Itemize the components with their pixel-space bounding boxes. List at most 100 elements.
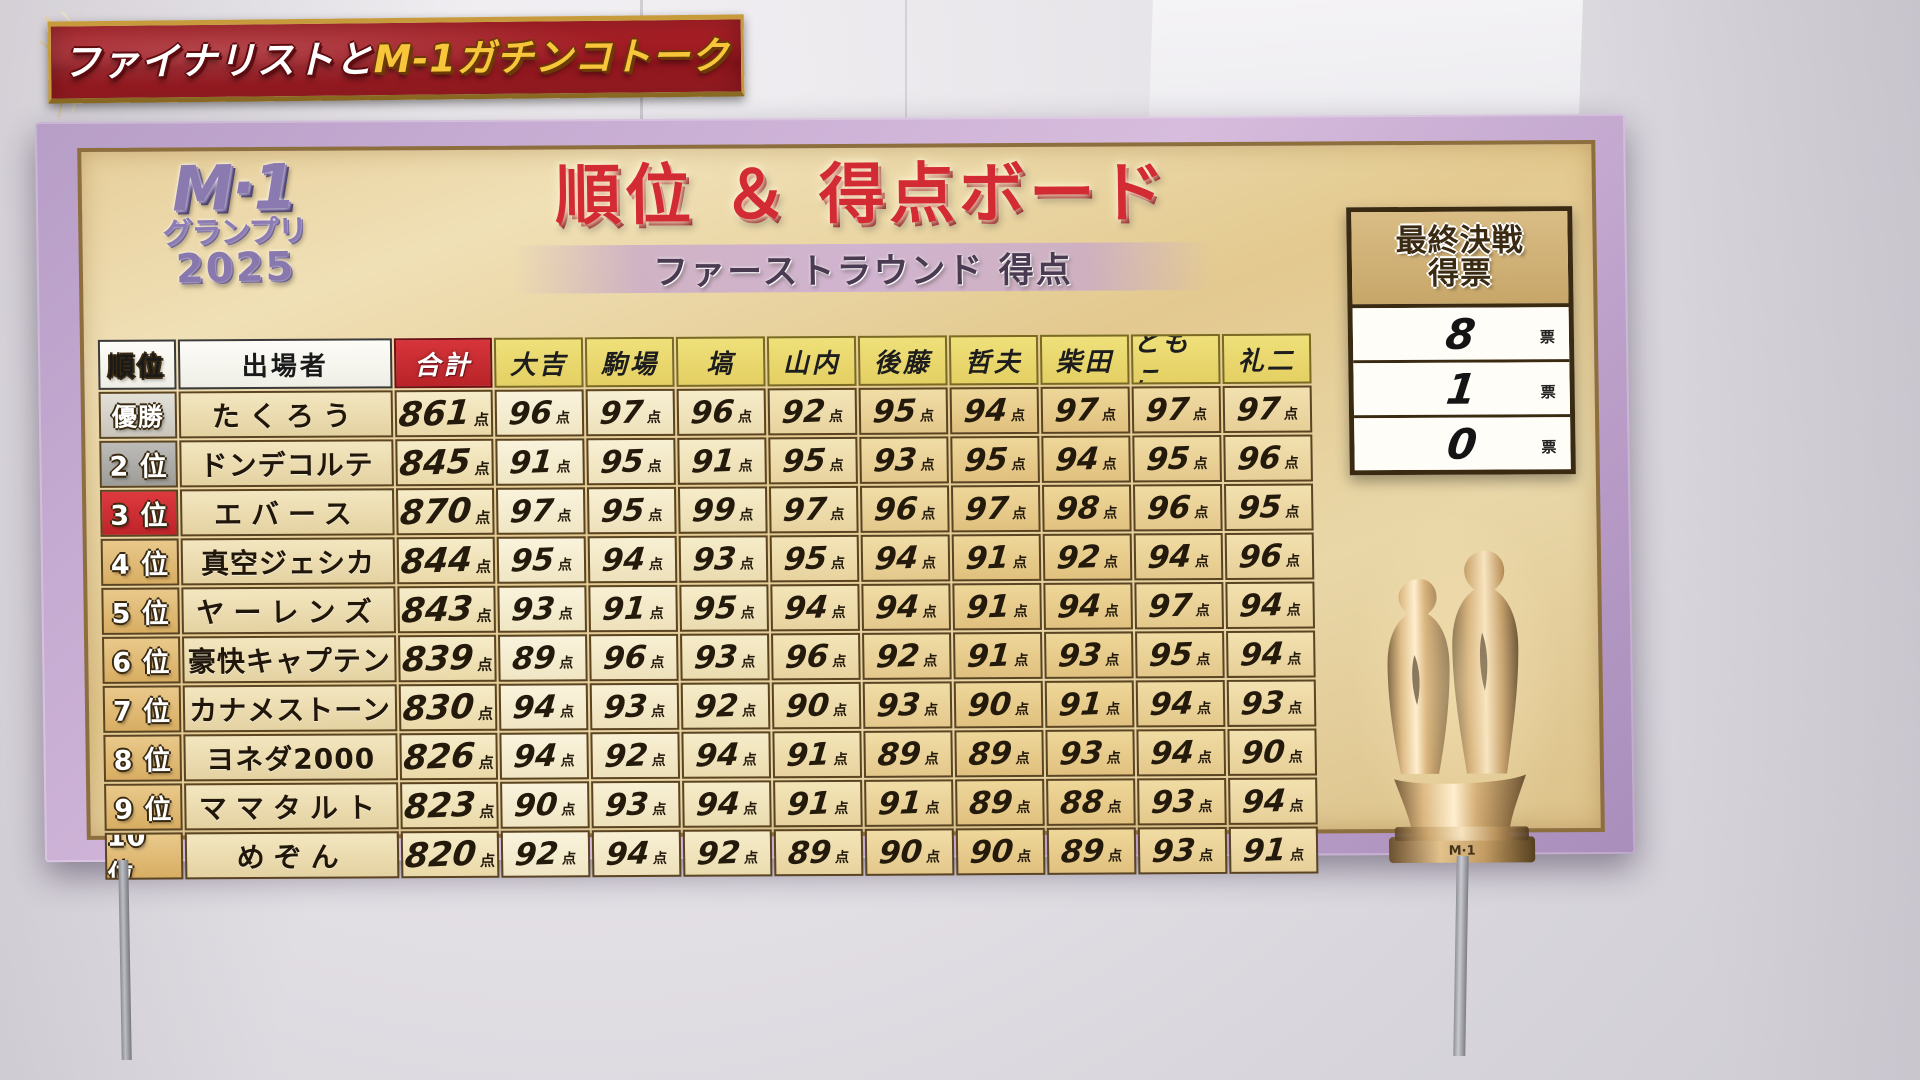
table-row: 5 位ヤーレンズ 843 点 93 点 91 点 95 点 94 点 94 点 91 点 94 点 97 点 94 点 [101,581,1338,635]
cell-judge-score: 89 点 [1046,827,1137,875]
final-vote-header: 最終決戦 得票 [1351,211,1569,309]
cell-judge-score: 95 点 [1132,434,1222,483]
final-vote-title-line2: 得票 [1427,255,1493,292]
cell-judge-score: 94 点 [499,732,590,780]
cell-judge-score: 94 点 [1228,777,1318,825]
trophy-image: M·1 [1340,516,1576,888]
cell-judge-score: 93 点 [497,585,587,633]
cell-judge-score: 90 点 [955,827,1046,876]
cell-judge-score: 91 点 [952,582,1043,631]
cell-rank: 優勝 [98,391,178,439]
subtitle-text: ファーストラウンド 得点 [652,250,1073,293]
final-vote-title-line1: 最終決戦 [1395,221,1524,259]
cell-judge-score: 93 点 [678,535,769,583]
header-judge-7: ともこ [1130,333,1221,385]
cell-judge-score: 89 点 [773,828,864,877]
cell-total-score: 861 点 [394,389,494,438]
cell-judge-score: 96 点 [1132,483,1223,532]
cell-judge-score: 92 点 [500,830,591,878]
cell-total-score: 826 点 [399,732,499,781]
cell-total-score: 843 点 [397,585,496,634]
cell-rank: 3 位 [99,489,179,537]
cell-judge-score: 94 点 [860,534,951,582]
score-board: M·1 グランプリ 2025 順位 ＆ 得点ボード ファーストラウンド 得点 順… [34,113,1636,888]
cell-judge-score: 97 点 [585,388,676,437]
final-vote-unit: 票 [1541,438,1557,457]
subtitle-banner: ファーストラウンド 得点 [512,242,1214,294]
cell-rank: 10 位 [104,832,184,880]
cell-judge-score: 94 点 [861,583,951,631]
cell-judge-score: 95 点 [858,387,949,435]
cell-total-score: 845 点 [395,438,494,487]
cell-judge-score: 93 点 [859,436,949,484]
cell-judge-score: 89 点 [498,634,588,682]
table-row: 7 位カナメストーン 830 点 94 点 93 点 92 点 90 点 93 点 90 点 91 点 94 点 93… [102,679,1340,733]
page-title: 順位 ＆ 得点ボード [554,154,1170,235]
cell-judge-score: 97 点 [1222,385,1313,433]
cell-judge-score: 95 点 [496,536,587,584]
cell-judge-score: 94 点 [1135,679,1226,728]
table-body: 優勝 たくろう 861 点 96 点 97 点 96 点 92 点 95 点 94 点 97 点 97 点 97 点 2 位… [98,385,1342,880]
banner-text: ファイナリストとM-1ガチンコトーク [62,33,730,84]
cell-judge-score: 96 点 [494,389,585,437]
cell-judge-score: 97 点 [1040,386,1131,434]
header-judge-8: 礼二 [1221,333,1312,384]
cell-judge-score: 98 点 [1041,484,1132,532]
header-total: 合計 [393,337,493,389]
cell-judge-score: 95 点 [1223,483,1314,531]
cell-judge-score: 93 点 [1137,777,1227,826]
cell-judge-score: 99 点 [677,486,768,534]
cell-judge-score: 90 点 [771,681,862,730]
cell-judge-score: 92 点 [680,682,771,730]
cell-judge-score: 97 点 [1131,385,1222,434]
cell-judge-score: 91 点 [953,631,1043,680]
cell-total-score: 839 点 [398,634,497,683]
cell-judge-score: 93 点 [1226,679,1317,727]
cell-judge-score: 94 点 [770,583,860,632]
cell-judge-score: 95 点 [679,584,769,632]
cell-judge-score: 88 点 [1046,778,1136,826]
cell-judge-score: 91 点 [1044,680,1135,728]
table-row: 3 位エバース 870 点 97 点 95 点 99 点 97 点 96 点 97 点 98 点 96 点 95 点 [99,483,1337,537]
cell-judge-score: 97 点 [768,485,859,534]
table-row: 10 位めぞん820点92点94点92点89点90点90点89点93点91点 [104,826,1342,880]
cell-judge-score: 91 点 [495,438,585,486]
cell-judge-score: 96 点 [771,632,861,681]
final-vote-count: 1 [1443,364,1480,414]
cell-rank: 8 位 [103,734,183,782]
cell-judge-score: 92 点 [1042,533,1133,581]
table-row: 9 位ママタルト 823 点 90 点 93 点 94 点 91 点 91 点 89 点 88 点 93 点 94 点 [104,777,1341,831]
final-vote-count: 0 [1444,419,1481,469]
m1-logo: M·1 グランプリ 2025 [92,150,376,302]
cell-judge-score: 96 点 [589,633,679,682]
cell-judge-score: 90 点 [953,680,1044,729]
cell-judge-score: 94 点 [681,731,772,779]
cell-judge-score: 97 点 [950,484,1041,533]
table-header-row: 順位 出場者 合計 大吉 駒場 塙 山内 後藤 哲夫 柴田 ともこ 礼二 [97,333,1335,390]
cell-judge-score: 95 点 [950,435,1040,484]
cell-contestant-name: 豪快キャプテン [182,635,397,684]
cell-contestant-name: ヨネダ2000 [183,733,399,782]
header-judge-5: 哲夫 [948,334,1039,386]
table-row: 2 位ドンデコルテ 845 点 91 点 95 点 91 点 95 点 93 点 95 点 94 点 95 点 96 点 [99,434,1336,488]
header-judge-4: 後藤 [857,335,948,386]
cell-judge-score: 92 点 [862,632,952,680]
cell-judge-score: 92 点 [590,731,681,780]
logo-year-text: 2025 [175,243,296,293]
banner-text-m1: M-1 [373,36,457,82]
cell-judge-score: 95 点 [586,437,676,486]
cell-judge-score: 91 点 [1228,826,1319,874]
cell-contestant-name: ヤーレンズ [181,586,396,635]
cell-judge-score: 91 点 [677,437,767,485]
banner-body: ファイナリストとM-1ガチンコトーク [47,14,745,104]
cell-contestant-name: エバース [179,488,395,537]
wall-seam-left [640,0,643,230]
table-row: 8 位ヨネダ2000 826 点 94 点 92 点 94 点 91 点 89 点 89 点 93 点 94 点 90… [103,728,1340,782]
header-judge-3: 山内 [766,335,857,387]
cell-judge-score: 94 点 [949,386,1040,435]
cell-judge-score: 90 点 [500,781,590,829]
